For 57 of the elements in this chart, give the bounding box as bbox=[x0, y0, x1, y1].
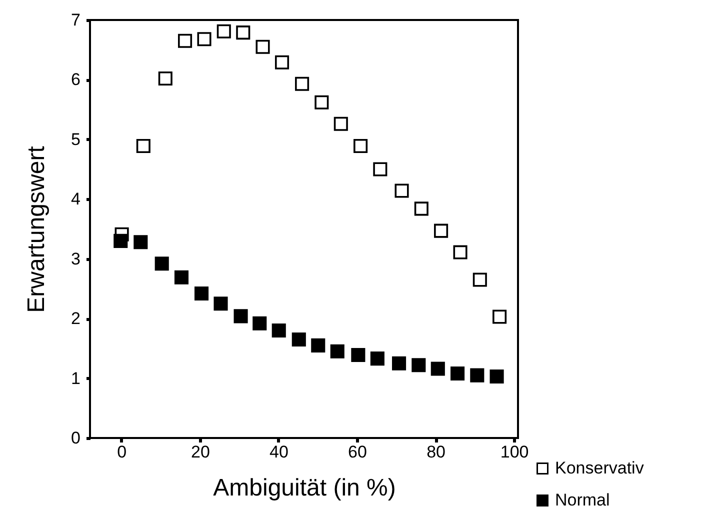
point bbox=[354, 138, 368, 154]
point bbox=[414, 202, 428, 216]
x-tick-label: 100 bbox=[500, 442, 529, 462]
point bbox=[292, 332, 306, 346]
point bbox=[394, 184, 409, 198]
point bbox=[256, 40, 270, 54]
x-tick-label: 20 bbox=[190, 442, 210, 462]
y-tick-label: 4 bbox=[71, 190, 80, 209]
point bbox=[330, 344, 344, 358]
point bbox=[373, 162, 388, 176]
x-tick-label: 40 bbox=[270, 442, 288, 462]
point bbox=[134, 235, 148, 250]
point bbox=[370, 352, 384, 366]
point bbox=[470, 368, 484, 382]
point bbox=[216, 24, 231, 38]
point bbox=[252, 316, 267, 330]
point bbox=[178, 34, 192, 48]
y-axis-title: Erwartungswert bbox=[23, 146, 50, 313]
point bbox=[114, 234, 128, 248]
point bbox=[197, 32, 212, 46]
point bbox=[154, 256, 169, 271]
y-tick-label: 0 bbox=[71, 428, 80, 448]
x-tick-label: 60 bbox=[348, 442, 367, 462]
x-tick-label: 80 bbox=[426, 442, 446, 462]
point bbox=[492, 310, 507, 324]
point bbox=[136, 138, 150, 154]
point bbox=[214, 296, 228, 311]
point bbox=[434, 224, 448, 238]
x-axis-title: Ambiguität (in %) bbox=[213, 474, 396, 502]
point bbox=[412, 358, 426, 372]
legend-label: Normal bbox=[555, 490, 610, 510]
point bbox=[314, 95, 329, 110]
y-tick-label: 5 bbox=[71, 130, 80, 149]
point bbox=[194, 286, 209, 301]
point bbox=[311, 338, 326, 352]
y-tick-label: 6 bbox=[71, 70, 80, 90]
point bbox=[295, 76, 310, 91]
point bbox=[392, 356, 406, 370]
point bbox=[450, 366, 465, 381]
y-tick-label: 2 bbox=[71, 309, 80, 328]
point bbox=[234, 309, 248, 324]
x-tick-label: 0 bbox=[117, 442, 127, 462]
point bbox=[334, 116, 348, 131]
point bbox=[490, 369, 504, 384]
point bbox=[453, 245, 468, 260]
y-tick-label: 1 bbox=[71, 368, 80, 388]
point bbox=[174, 270, 189, 284]
point bbox=[158, 71, 172, 86]
point bbox=[272, 323, 286, 338]
point bbox=[472, 272, 487, 287]
y-tick-label: 3 bbox=[71, 249, 80, 268]
point bbox=[351, 348, 366, 362]
point bbox=[236, 26, 250, 40]
legend-label: Konservativ bbox=[555, 458, 644, 478]
point bbox=[274, 55, 290, 70]
y-tick-label: 7 bbox=[71, 10, 80, 30]
point bbox=[430, 362, 445, 376]
